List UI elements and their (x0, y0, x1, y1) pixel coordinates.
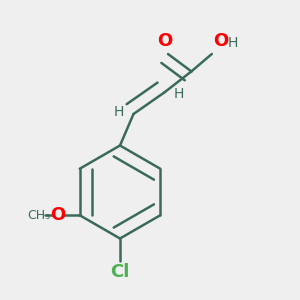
Text: H: H (174, 87, 184, 101)
Text: H: H (114, 106, 124, 119)
Text: O: O (213, 32, 228, 50)
Text: H: H (227, 36, 238, 50)
Text: O: O (158, 32, 172, 50)
Text: O: O (50, 206, 66, 224)
Text: Cl: Cl (110, 263, 130, 281)
Text: CH₃: CH₃ (27, 209, 50, 222)
